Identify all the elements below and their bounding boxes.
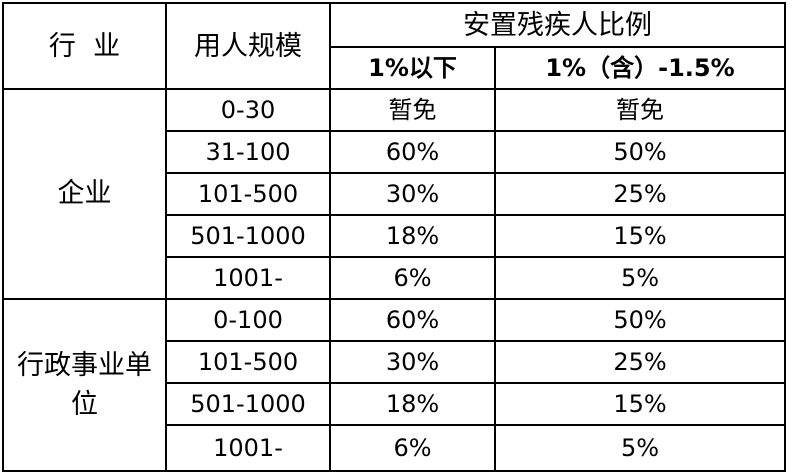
header-ratio-group: 安置残疾人比例 — [329, 2, 786, 48]
table-row: 31-100 60% 50% — [3, 130, 786, 174]
industry-cell: 行政事业单位 — [2, 298, 167, 472]
ratio-low-cell: 6% — [329, 256, 496, 300]
ratio-low-cell: 30% — [329, 172, 496, 216]
ratio-high-cell: 15% — [494, 214, 786, 258]
ratio-high-cell: 25% — [494, 172, 786, 216]
ratio-high-cell: 15% — [494, 382, 786, 426]
table-row: 501-1000 18% 15% — [3, 382, 786, 426]
scale-cell: 0-30 — [165, 88, 331, 132]
table-row: 501-1000 18% 15% — [3, 214, 786, 258]
header-scale: 用人规模 — [165, 2, 331, 90]
scale-cell: 101-500 — [165, 340, 331, 384]
table-row: 行政事业单位 0-100 60% 50% — [2, 298, 786, 472]
ratio-high-cell: 5% — [494, 424, 786, 472]
table-row: 101-500 30% 25% — [3, 172, 786, 216]
ratio-high-cell: 5% — [494, 256, 786, 300]
ratio-high-cell: 50% — [494, 130, 786, 174]
ratio-low-cell: 18% — [329, 382, 496, 426]
header-industry: 行 业 — [2, 2, 167, 90]
table-row: 101-500 30% 25% — [3, 340, 786, 384]
industry-cell: 企业 — [2, 88, 167, 300]
header-ratio-low: 1%以下 — [329, 46, 496, 90]
ratio-low-cell: 60% — [329, 298, 496, 342]
disability-employment-ratio-table: 行 业 用人规模 安置残疾人比例 1%以下 1%（含）-1.5% 企业 0-30 暂… — [2, 2, 786, 472]
scale-cell: 31-100 — [165, 130, 331, 174]
scale-cell: 0-100 — [165, 298, 331, 342]
table-row: 1001- 6% 5% — [3, 424, 786, 472]
ratio-high-cell: 50% — [494, 298, 786, 342]
scale-cell: 1001- — [165, 424, 331, 472]
table-row: 1001- 6% 5% — [3, 256, 786, 300]
ratio-high-cell: 25% — [494, 340, 786, 384]
ratio-low-cell: 30% — [329, 340, 496, 384]
ratio-low-cell: 60% — [329, 130, 496, 174]
ratio-low-cell: 暂免 — [329, 88, 496, 132]
table-row: 企业 0-30 暂免 暂免 — [2, 88, 786, 300]
scale-cell: 501-1000 — [165, 214, 331, 258]
scale-cell: 1001- — [165, 256, 331, 300]
scale-cell: 501-1000 — [165, 382, 331, 426]
ratio-low-cell: 6% — [329, 424, 496, 472]
ratio-low-cell: 18% — [329, 214, 496, 258]
header-ratio-high: 1%（含）-1.5% — [494, 46, 786, 90]
scale-cell: 101-500 — [165, 172, 331, 216]
ratio-high-cell: 暂免 — [494, 88, 786, 132]
